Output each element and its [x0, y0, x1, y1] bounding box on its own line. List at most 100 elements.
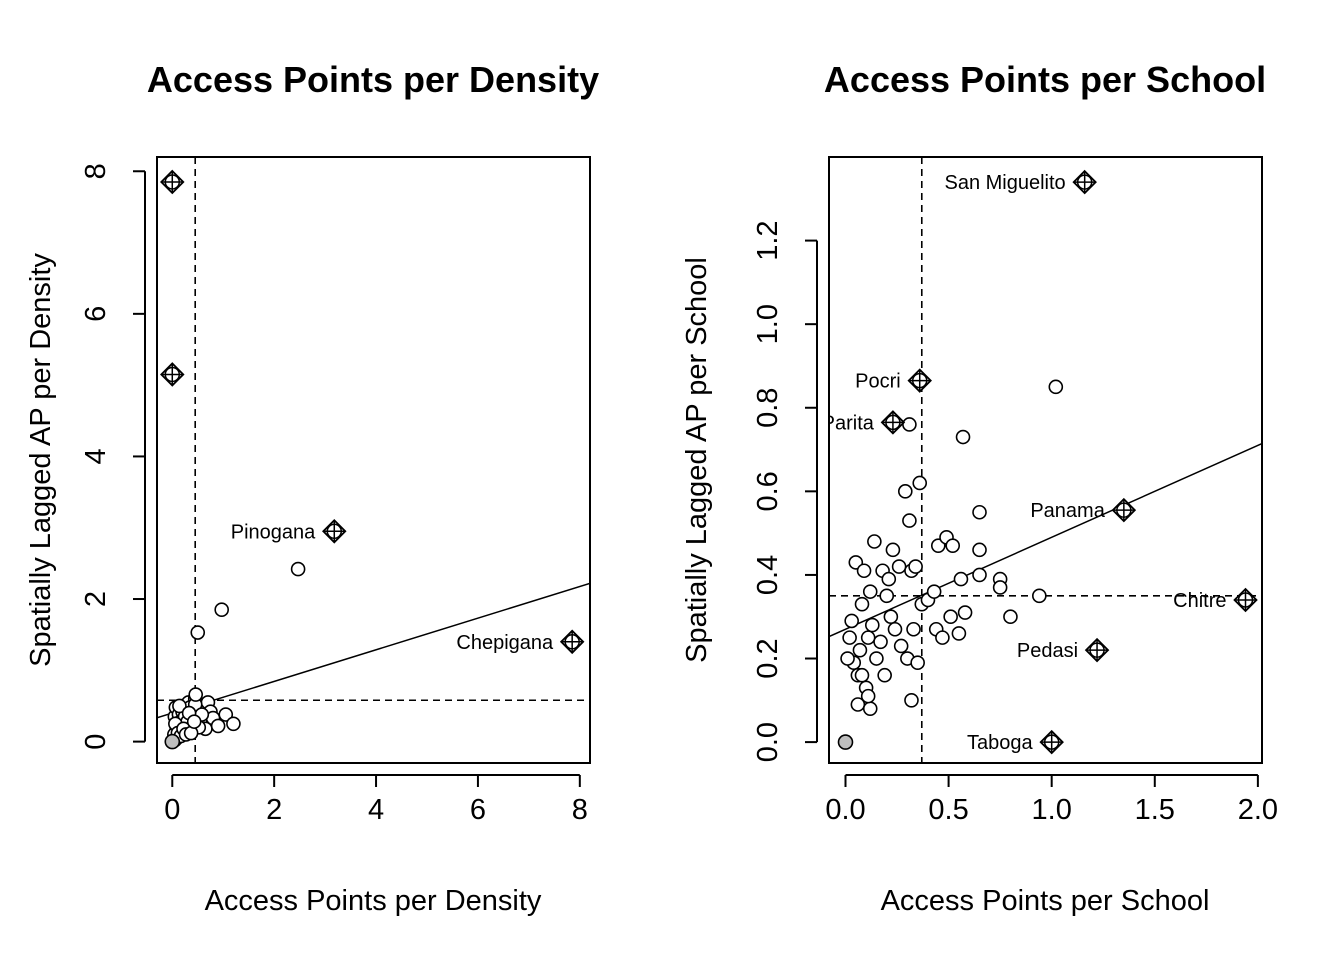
right-data-point [951, 626, 967, 641]
left-data-point [188, 687, 204, 702]
right-data-point [862, 701, 878, 716]
left-regression-line [157, 582, 590, 719]
right-x-tick-label: 1.5 [1135, 794, 1175, 826]
right-zero-point [837, 734, 854, 750]
right-regression-line [829, 442, 1262, 638]
right-x-tick-label: 2.0 [1238, 794, 1278, 826]
left-y-tick-label: 4 [80, 448, 112, 464]
right-y-tick-label: 0.2 [752, 638, 784, 678]
left-plot-area: 0 2 4 6 8 0 2 4 6 8 Pinogana Chepigana [80, 156, 591, 826]
right-data-point [1032, 588, 1047, 604]
right-data-point [910, 655, 925, 670]
left-zero-point [164, 733, 181, 750]
left-plot-title: Access Points per Density [147, 59, 599, 100]
right-data-point [862, 584, 878, 599]
right-influential-label: Chitre [1173, 590, 1226, 612]
right-data-point [893, 638, 909, 654]
right-data-point [908, 559, 923, 574]
right-influential-label: Panama [1030, 500, 1105, 522]
right-data-point [912, 475, 928, 491]
left-x-tick-label: 6 [470, 794, 486, 826]
right-y-tick-label: 0.6 [752, 471, 784, 511]
right-influential-label: San Miguelito [944, 172, 1065, 194]
right-data-point [1048, 379, 1064, 395]
right-data-point [906, 621, 921, 637]
right-data-point [864, 617, 880, 633]
right-data-point [854, 667, 870, 683]
right-influential-label: Parita [822, 412, 875, 434]
left-influential-label: Chepigana [456, 632, 554, 654]
right-data-point [953, 571, 969, 587]
right-data-point [881, 571, 897, 587]
right-data-point [945, 538, 961, 553]
right-data-point [860, 630, 876, 645]
left-x-axis-label: Access Points per Density [205, 885, 542, 917]
left-y-tick-label: 0 [80, 734, 112, 750]
right-plot-area: 0.0 0.5 1.0 1.5 2.0 0.0 0.2 0.4 0.6 0.8 1.0 1.2 San … [752, 156, 1278, 826]
left-plot-frame [156, 156, 591, 764]
right-data-point [873, 634, 888, 650]
right-data-point [860, 688, 876, 704]
right-data-point [902, 417, 917, 432]
left-x-tick-label: 4 [368, 794, 384, 826]
left-data-point [190, 625, 206, 640]
left-data-point [226, 716, 241, 732]
left-y-tick-label: 6 [80, 306, 112, 322]
right-influential-label: Pedasi [1017, 640, 1078, 662]
left-y-tick-label: 2 [80, 591, 112, 607]
left-data-point [172, 698, 187, 714]
right-plot-content: San Miguelito Pocri Parita Panama Chitre Peda… [822, 157, 1262, 763]
right-x-tick-label: 0.5 [928, 794, 968, 826]
left-y-axis-label: Spatially Lagged AP per Density [25, 253, 57, 667]
right-data-point [972, 504, 987, 520]
left-x-tick-label: 2 [266, 794, 282, 826]
right-data-point [972, 567, 987, 583]
right-data-point [887, 621, 903, 637]
left-data-point [210, 718, 226, 734]
right-data-point [904, 693, 919, 708]
right-x-axis-label: Access Points per School [881, 885, 1210, 917]
right-data-point [856, 563, 872, 579]
right-data-point [902, 513, 917, 528]
left-x-tick-label: 0 [164, 794, 180, 826]
right-y-tick-label: 1.2 [752, 220, 784, 260]
right-x-tick-label: 1.0 [1032, 794, 1072, 826]
right-data-point [897, 484, 913, 499]
left-data-point [290, 561, 306, 577]
right-data-point [1003, 609, 1018, 625]
right-data-point [935, 630, 950, 645]
right-influential-label: Taboga [967, 732, 1033, 754]
right-x-tick-label: 0.0 [825, 794, 865, 826]
right-y-axis-label: Spatially Lagged AP per School [681, 257, 713, 663]
left-data-point [186, 714, 202, 729]
right-data-point [943, 609, 958, 625]
right-data-point [883, 609, 899, 625]
right-data-point [879, 588, 895, 604]
right-data-point [840, 651, 855, 666]
right-data-point [852, 642, 868, 658]
left-plot-content: Pinogana Chepigana [157, 157, 590, 763]
right-data-point [844, 613, 859, 629]
right-data-point [992, 580, 1008, 595]
left-data-point [218, 707, 234, 722]
left-influential-label: Pinogana [231, 521, 316, 543]
right-data-point [842, 630, 857, 645]
left-x-tick-label: 8 [572, 794, 588, 826]
right-plot-title: Access Points per School [824, 59, 1266, 100]
right-plot-frame [828, 156, 1263, 764]
right-data-point [972, 542, 987, 558]
right-data-point [854, 596, 870, 612]
right-y-tick-label: 0.8 [752, 388, 784, 428]
right-y-tick-label: 0.4 [752, 555, 784, 595]
right-data-point [869, 651, 884, 666]
left-y-tick-label: 8 [80, 163, 112, 179]
right-y-tick-label: 0.0 [752, 722, 784, 762]
left-data-point [214, 602, 229, 618]
right-y-tick-label: 1.0 [752, 304, 784, 344]
right-data-point [891, 559, 907, 574]
right-data-point [877, 667, 892, 683]
right-data-point [885, 542, 901, 558]
right-data-point [957, 605, 973, 620]
